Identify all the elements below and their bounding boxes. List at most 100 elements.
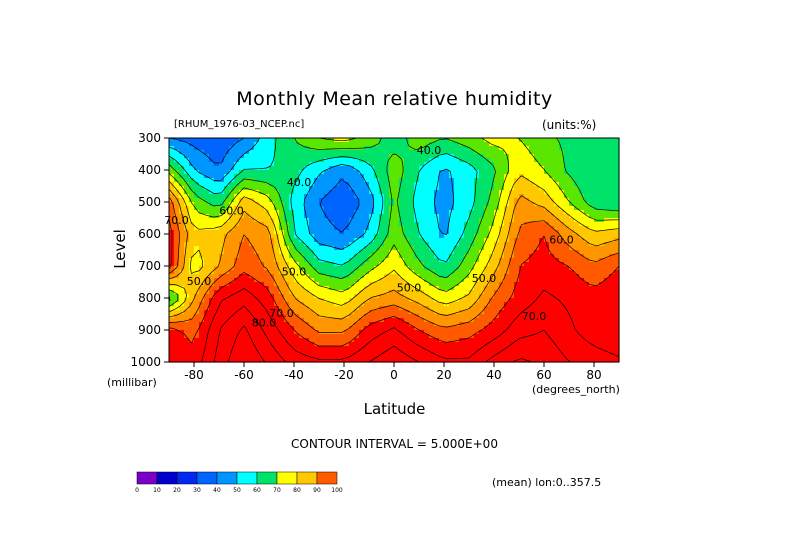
field-cell: [279, 330, 285, 335]
field-cell: [494, 330, 500, 335]
field-cell: [529, 162, 535, 167]
field-cell: [299, 294, 305, 299]
field-cell: [289, 298, 295, 303]
field-cell: [489, 242, 495, 247]
field-cell: [399, 198, 405, 203]
field-cell: [449, 218, 455, 223]
field-cell: [564, 242, 570, 247]
field-cell: [194, 294, 200, 299]
field-cell: [474, 142, 480, 147]
field-cell: [384, 210, 390, 215]
field-cell: [439, 342, 445, 347]
field-cell: [279, 334, 285, 339]
field-cell: [459, 162, 465, 167]
field-cell: [379, 226, 385, 231]
field-cell: [564, 234, 570, 239]
field-cell: [459, 198, 465, 203]
field-cell: [534, 294, 540, 299]
field-cell: [549, 166, 555, 171]
field-cell: [444, 250, 450, 255]
field-cell: [274, 158, 280, 163]
field-cell: [409, 162, 415, 167]
field-cell: [239, 250, 245, 255]
field-cell: [209, 202, 215, 207]
field-cell: [329, 170, 335, 175]
field-cell: [479, 214, 485, 219]
field-cell: [509, 230, 515, 235]
field-cell: [599, 198, 605, 203]
field-cell: [244, 158, 250, 163]
field-cell: [204, 278, 210, 283]
field-cell: [314, 142, 320, 147]
field-cell: [554, 290, 560, 295]
field-cell: [544, 198, 550, 203]
field-cell: [364, 318, 370, 323]
field-cell: [199, 334, 205, 339]
field-cell: [609, 306, 615, 311]
field-cell: [224, 238, 230, 243]
field-cell: [444, 354, 450, 359]
field-cell: [534, 338, 540, 343]
field-cell: [289, 318, 295, 323]
field-cell: [189, 306, 195, 311]
field-cell: [304, 198, 310, 203]
field-cell: [289, 170, 295, 175]
field-cell: [489, 286, 495, 291]
field-cell: [399, 206, 405, 211]
field-cell: [489, 338, 495, 343]
field-cell: [179, 270, 185, 275]
field-cell: [424, 346, 430, 351]
field-cell: [209, 238, 215, 243]
field-cell: [434, 262, 440, 267]
field-cell: [589, 150, 595, 155]
field-cell: [584, 354, 590, 359]
field-cell: [289, 162, 295, 167]
field-cell: [174, 230, 180, 235]
field-cell: [549, 190, 555, 195]
field-cell: [344, 202, 350, 207]
field-cell: [289, 310, 295, 315]
field-cell: [534, 226, 540, 231]
field-cell: [284, 242, 290, 247]
field-cell: [249, 206, 255, 211]
field-cell: [464, 322, 470, 327]
field-cell: [464, 258, 470, 263]
field-cell: [189, 210, 195, 215]
field-cell: [454, 210, 460, 215]
field-cell: [199, 170, 205, 175]
field-cell: [309, 170, 315, 175]
field-cell: [394, 246, 400, 251]
field-cell: [419, 222, 425, 227]
field-cell: [409, 354, 415, 359]
field-cell: [394, 174, 400, 179]
field-cell: [234, 254, 240, 259]
field-cell: [449, 150, 455, 155]
field-cell: [599, 270, 605, 275]
field-cell: [509, 258, 515, 263]
field-cell: [324, 358, 330, 363]
field-cell: [234, 138, 240, 143]
field-cell: [439, 274, 445, 279]
field-cell: [174, 182, 180, 187]
field-cell: [484, 290, 490, 295]
field-cell: [584, 350, 590, 355]
field-cell: [449, 174, 455, 179]
field-cell: [284, 178, 290, 183]
field-cell: [444, 158, 450, 163]
field-cell: [519, 290, 525, 295]
field-cell: [459, 274, 465, 279]
field-cell: [474, 202, 480, 207]
field-cell: [254, 322, 260, 327]
field-cell: [294, 230, 300, 235]
field-cell: [344, 150, 350, 155]
field-cell: [304, 270, 310, 275]
field-cell: [219, 318, 225, 323]
field-cell: [604, 346, 610, 351]
field-cell: [254, 318, 260, 323]
field-cell: [489, 346, 495, 351]
field-cell: [429, 310, 435, 315]
field-cell: [229, 174, 235, 179]
field-cell: [414, 222, 420, 227]
field-cell: [319, 210, 325, 215]
field-cell: [339, 210, 345, 215]
